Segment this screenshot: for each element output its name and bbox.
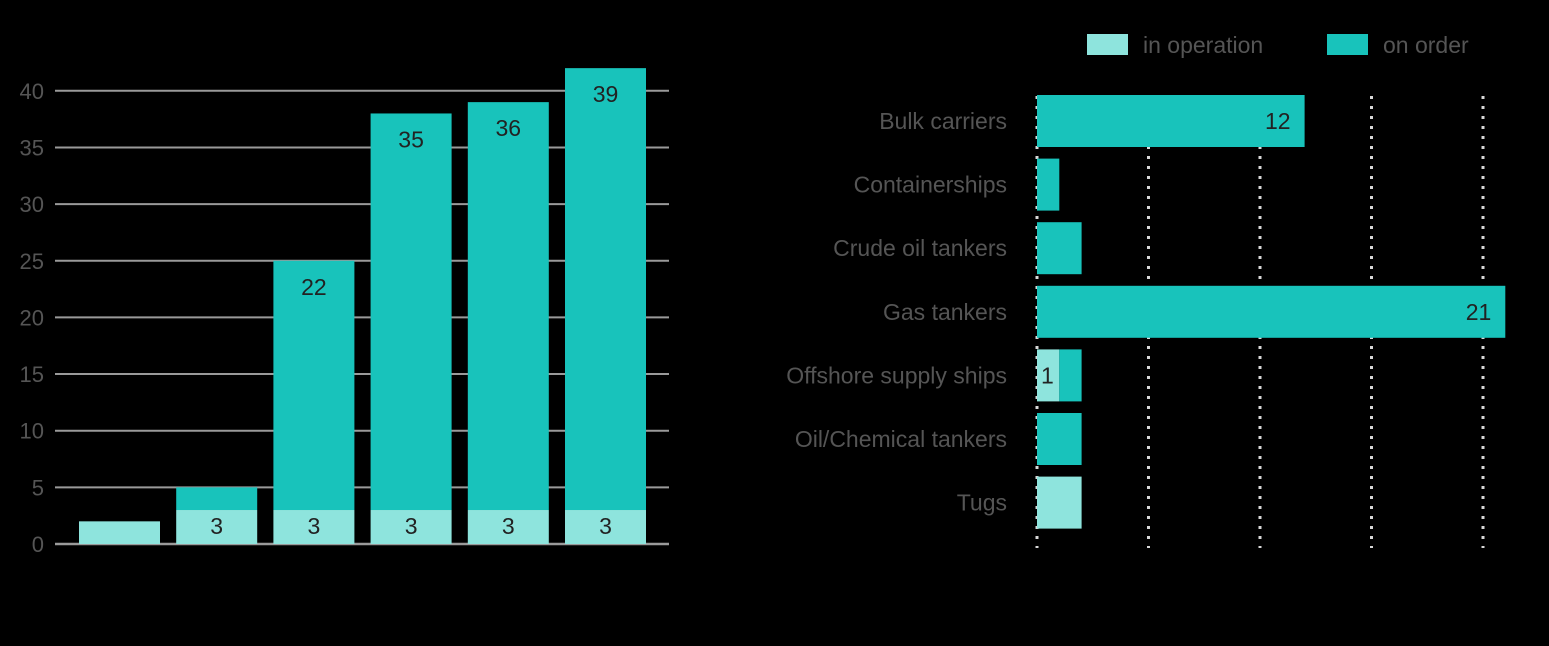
legend: in operation on order xyxy=(1087,32,1469,58)
bar-on-order xyxy=(1037,158,1060,211)
legend-swatch-on-order xyxy=(1327,34,1368,55)
data-label-in-operation: 3 xyxy=(405,513,418,539)
data-label-on-order: 21 xyxy=(1466,299,1492,325)
category-label: Crude oil tankers xyxy=(833,235,1007,261)
y-tick-label: 5 xyxy=(32,475,44,500)
bar-in-operation xyxy=(1037,476,1082,529)
y-tick-label: 10 xyxy=(20,419,44,444)
bar-on-order xyxy=(467,102,549,511)
bar-in-operation xyxy=(79,521,160,544)
bar-on-order xyxy=(565,68,646,511)
bar-in-operation xyxy=(1037,349,1060,402)
bar-in-operation xyxy=(467,510,549,544)
legend-swatch-in-operation xyxy=(1087,34,1128,55)
legend-label-on-order: on order xyxy=(1383,32,1469,58)
bar-on-order xyxy=(370,113,452,511)
left-stacked-bar-chart: 0 5 10 15 20 25 30 35 40 3 3 22 3 35 3 36 3 39 xyxy=(20,68,669,557)
bar-on-order xyxy=(1037,222,1082,275)
bar-in-operation xyxy=(565,510,646,544)
y-tick-label: 25 xyxy=(20,249,44,274)
data-label-on-order: 22 xyxy=(301,274,327,300)
bar-on-order xyxy=(1037,413,1082,465)
data-label-in-operation: 3 xyxy=(308,513,321,539)
y-tick-label: 30 xyxy=(20,192,44,217)
right-horizontal-bar-chart: Bulk carriers 12 Containerships Crude oil t… xyxy=(786,95,1506,548)
y-tick-label: 35 xyxy=(20,135,44,160)
data-label-in-operation: 1 xyxy=(1041,362,1054,388)
category-label: Offshore supply ships xyxy=(786,362,1007,388)
bar-in-operation xyxy=(370,510,452,544)
data-label-on-order: 35 xyxy=(398,126,424,152)
y-tick-label: 15 xyxy=(20,362,44,387)
category-label: Tugs xyxy=(957,490,1007,516)
bar-on-order xyxy=(176,487,258,511)
data-label-in-operation: 3 xyxy=(599,513,612,539)
bar-in-operation xyxy=(176,510,258,544)
bar-in-operation xyxy=(273,510,355,544)
category-label: Containerships xyxy=(854,172,1007,198)
y-tick-label: 40 xyxy=(20,79,44,104)
category-label: Oil/Chemical tankers xyxy=(795,426,1007,452)
data-label-on-order: 39 xyxy=(593,81,619,107)
bar-on-order xyxy=(1059,349,1082,402)
category-label: Gas tankers xyxy=(883,299,1007,325)
data-label-in-operation: 3 xyxy=(210,513,223,539)
data-label-in-operation: 3 xyxy=(502,513,515,539)
y-tick-label: 0 xyxy=(32,532,44,557)
bar-on-order xyxy=(1037,285,1506,338)
y-tick-label: 20 xyxy=(20,305,44,330)
legend-label-in-operation: in operation xyxy=(1143,32,1263,58)
bar-on-order xyxy=(273,260,355,511)
data-label-on-order: 36 xyxy=(496,115,522,141)
bar-on-order xyxy=(1037,95,1305,147)
data-label-on-order: 12 xyxy=(1265,108,1291,134)
category-label: Bulk carriers xyxy=(879,108,1007,134)
